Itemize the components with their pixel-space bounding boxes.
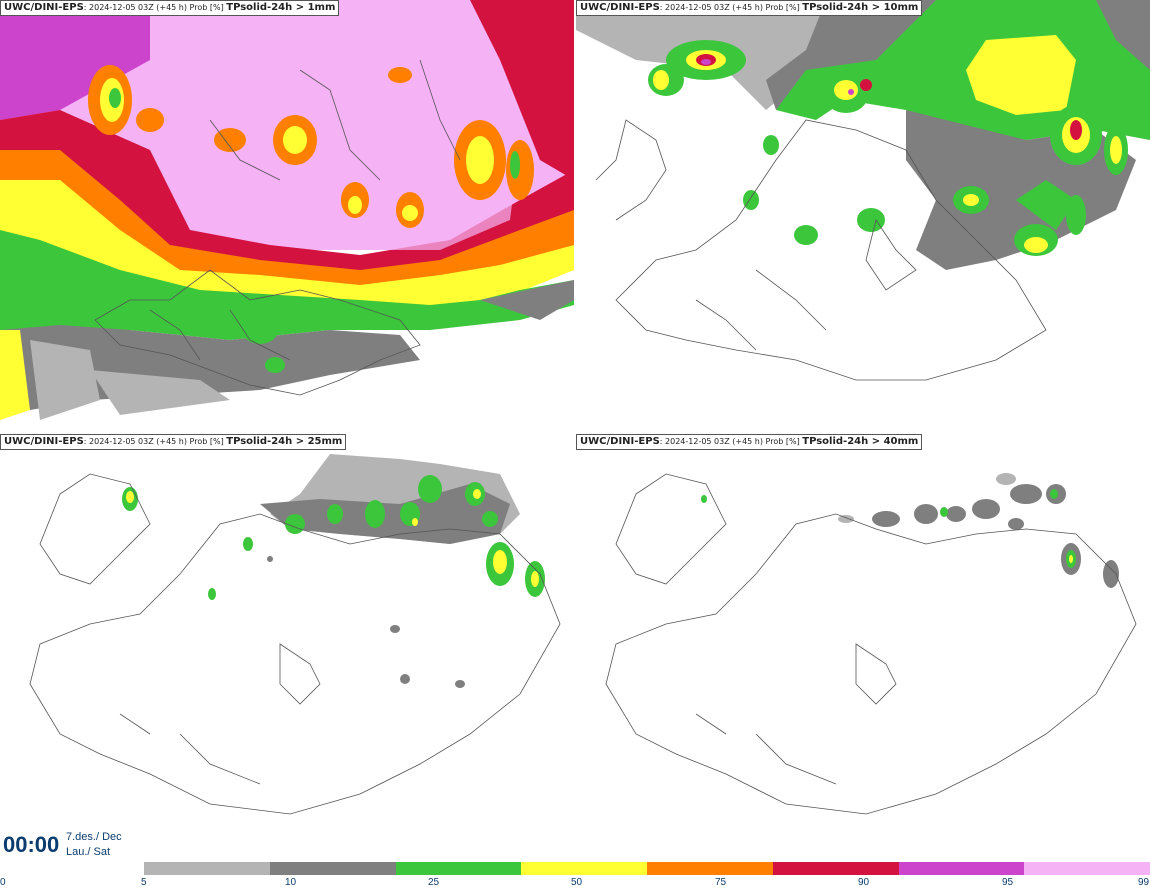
colorbar-tick-label: 10 [285,877,297,888]
panel-title: UWC/DINI-EPS: 2024-12-05 03Z (+45 h) Pro… [0,434,347,450]
colorbar-tick-label: 75 [715,877,727,888]
colorbar-tick-label: 25 [428,877,440,888]
colorbar-tick-label: 50 [571,877,583,888]
colorbar-tick-label: 90 [858,877,870,888]
colorbar-tick-label: 95 [1002,877,1014,888]
colorbar-segment [772,862,899,875]
probability-map-25mm [0,434,574,864]
valid-date: 7.des./ Dec Lau./ Sat [66,830,122,860]
map-panel-10mm: UWC/DINI-EPS: 2024-12-05 03Z (+45 h) Pro… [576,0,1150,430]
panel-title: UWC/DINI-EPS: 2024-12-05 03Z (+45 h) Pro… [576,0,923,16]
probability-map-10mm [576,0,1150,430]
map-panel-40mm: UWC/DINI-EPS: 2024-12-05 03Z (+45 h) Pro… [576,434,1150,864]
colorbar-segment [521,862,647,875]
panel-title: UWC/DINI-EPS: 2024-12-05 03Z (+45 h) Pro… [0,0,340,16]
colorbar-segment [144,862,270,875]
valid-date-line1: 7.des./ Dec [66,831,122,843]
map-panel-25mm: UWC/DINI-EPS: 2024-12-05 03Z (+45 h) Pro… [0,434,574,864]
colorbar-segment [898,862,1025,875]
probability-map-1mm [0,0,574,430]
colorbar [144,862,1150,875]
colorbar-tick-label: 99 [1138,877,1150,888]
map-panel-1mm: UWC/DINI-EPS: 2024-12-05 03Z (+45 h) Pro… [0,0,574,430]
colorbar-tick-label: 5 [141,877,147,888]
probability-map-40mm [576,434,1150,864]
colorbar-segment [647,862,773,875]
colorbar-tick-label: 0 [0,877,6,888]
colorbar-segment [395,862,522,875]
colorbar-segment [1024,862,1150,875]
colorbar-segment [269,862,396,875]
panel-title: UWC/DINI-EPS: 2024-12-05 03Z (+45 h) Pro… [576,434,923,450]
valid-date-line2: Lau./ Sat [66,846,111,858]
valid-time: 00:00 [3,832,60,857]
